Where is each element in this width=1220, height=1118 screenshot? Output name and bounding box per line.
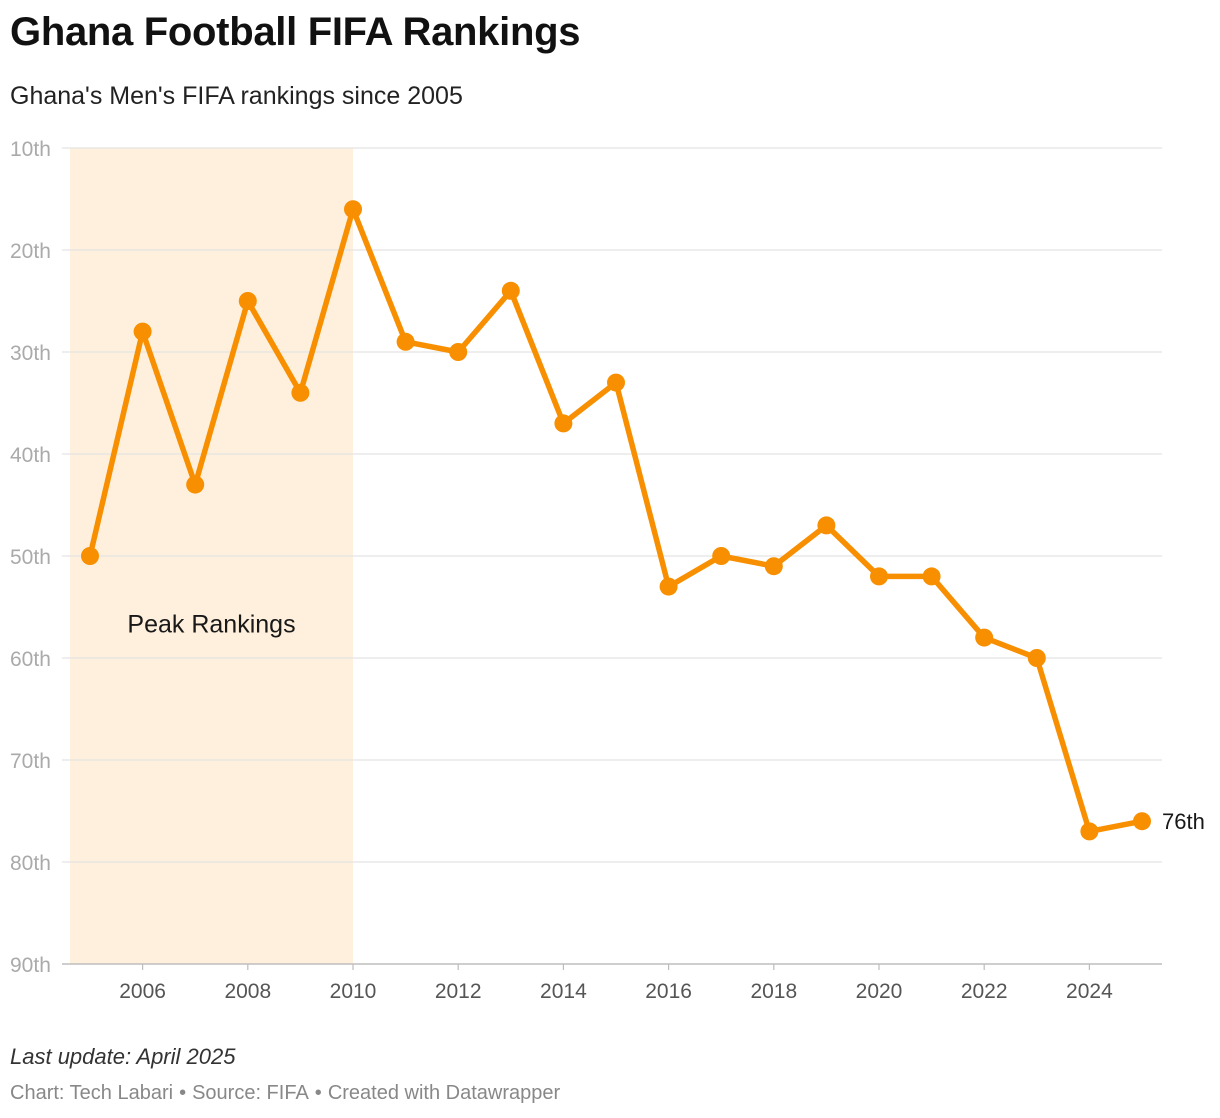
y-tick-label: 90th [10,954,51,977]
data-point [817,516,836,535]
x-tick-label: 2008 [224,980,271,1003]
x-tick-label: 2018 [750,980,797,1003]
y-tick-label: 10th [10,138,51,161]
data-point [922,567,941,586]
chart-title: Ghana Football FIFA Rankings [10,10,581,54]
gridlines [62,147,1162,965]
x-tick-label: 2006 [119,980,166,1003]
y-tick-label: 40th [10,444,51,467]
chart-subtitle: Ghana's Men's FIFA rankings since 2005 [10,82,463,110]
x-axis-ticks: 2006 2008 2010 2012 2014 2016 2018 2020 2022 2024 [119,964,1113,1003]
data-point [554,414,573,433]
data-point [1133,812,1151,831]
chart-source: Source: FIFA [192,1082,309,1104]
x-tick-label: 2010 [330,980,377,1003]
data-point [501,281,520,300]
data-point [291,383,310,402]
y-tick-label: 30th [10,342,51,365]
last-update-note: Last update: April 2025 [10,1044,236,1069]
data-point [712,547,731,565]
y-tick-label: 50th [10,546,51,569]
x-tick-label: 2020 [856,980,903,1003]
x-tick-label: 2016 [645,980,692,1003]
data-point [764,557,783,576]
data-point [396,332,415,351]
y-tick-label: 70th [10,750,51,773]
end-value-label: 76th [1162,809,1205,834]
annotation-layer: Peak Rankings 76th [127,611,1204,835]
line-chart: 10th 20th 30th 40th 50th 60th 70th 80th 90th 200… [10,138,1205,1003]
y-tick-label: 80th [10,852,51,875]
data-point [1027,649,1046,667]
data-point [449,343,468,361]
data-point [607,373,625,392]
x-tick-label: 2022 [961,980,1008,1003]
peak-rankings-label: Peak Rankings [127,611,295,639]
data-point [186,475,205,494]
data-point [1080,822,1099,841]
y-axis-ticks: 10th 20th 30th 40th 50th 60th 70th 80th 90th [10,138,51,977]
data-points [81,200,1151,841]
data-point [238,292,257,310]
data-point [81,547,99,565]
chart-author: Chart: Tech Labari [10,1082,174,1104]
credit-separator: • [314,1082,322,1104]
x-tick-label: 2014 [540,980,587,1003]
data-point [344,200,362,219]
data-point [975,628,994,647]
chart-tool: Created with Datawrapper [327,1082,561,1104]
data-point [659,577,678,596]
data-point [133,322,152,341]
chart-credits: Chart: Tech Labari • Source: FIFA • Created … [10,1082,560,1105]
y-tick-label: 20th [10,240,51,263]
x-tick-label: 2024 [1066,980,1113,1003]
x-tick-label: 2012 [435,980,482,1003]
data-point [870,567,888,586]
y-tick-label: 60th [10,648,51,671]
credit-separator: • [179,1082,187,1104]
